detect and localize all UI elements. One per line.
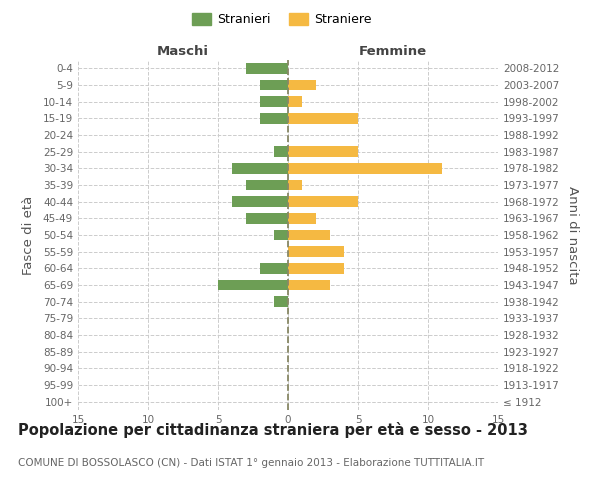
Bar xyxy=(288,113,358,124)
Bar xyxy=(218,280,288,290)
Bar xyxy=(274,230,288,240)
Bar xyxy=(260,113,288,124)
Bar xyxy=(246,63,288,74)
Bar xyxy=(288,280,330,290)
Text: Maschi: Maschi xyxy=(157,44,209,58)
Legend: Stranieri, Straniere: Stranieri, Straniere xyxy=(188,8,376,30)
Bar xyxy=(288,263,344,274)
Bar xyxy=(288,96,302,107)
Bar xyxy=(288,230,330,240)
Bar xyxy=(246,213,288,224)
Bar xyxy=(288,196,358,207)
Text: Femmine: Femmine xyxy=(359,44,427,58)
Text: Popolazione per cittadinanza straniera per età e sesso - 2013: Popolazione per cittadinanza straniera p… xyxy=(18,422,528,438)
Bar xyxy=(288,146,358,157)
Bar xyxy=(288,180,302,190)
Bar xyxy=(288,80,316,90)
Y-axis label: Fasce di età: Fasce di età xyxy=(22,196,35,274)
Bar xyxy=(288,213,316,224)
Bar xyxy=(274,146,288,157)
Bar xyxy=(260,80,288,90)
Bar xyxy=(246,180,288,190)
Bar xyxy=(288,246,344,257)
Bar xyxy=(288,163,442,174)
Text: COMUNE DI BOSSOLASCO (CN) - Dati ISTAT 1° gennaio 2013 - Elaborazione TUTTITALIA: COMUNE DI BOSSOLASCO (CN) - Dati ISTAT 1… xyxy=(18,458,484,468)
Bar xyxy=(232,163,288,174)
Bar xyxy=(260,96,288,107)
Bar xyxy=(274,296,288,307)
Bar xyxy=(232,196,288,207)
Bar xyxy=(260,263,288,274)
Y-axis label: Anni di nascita: Anni di nascita xyxy=(566,186,579,284)
